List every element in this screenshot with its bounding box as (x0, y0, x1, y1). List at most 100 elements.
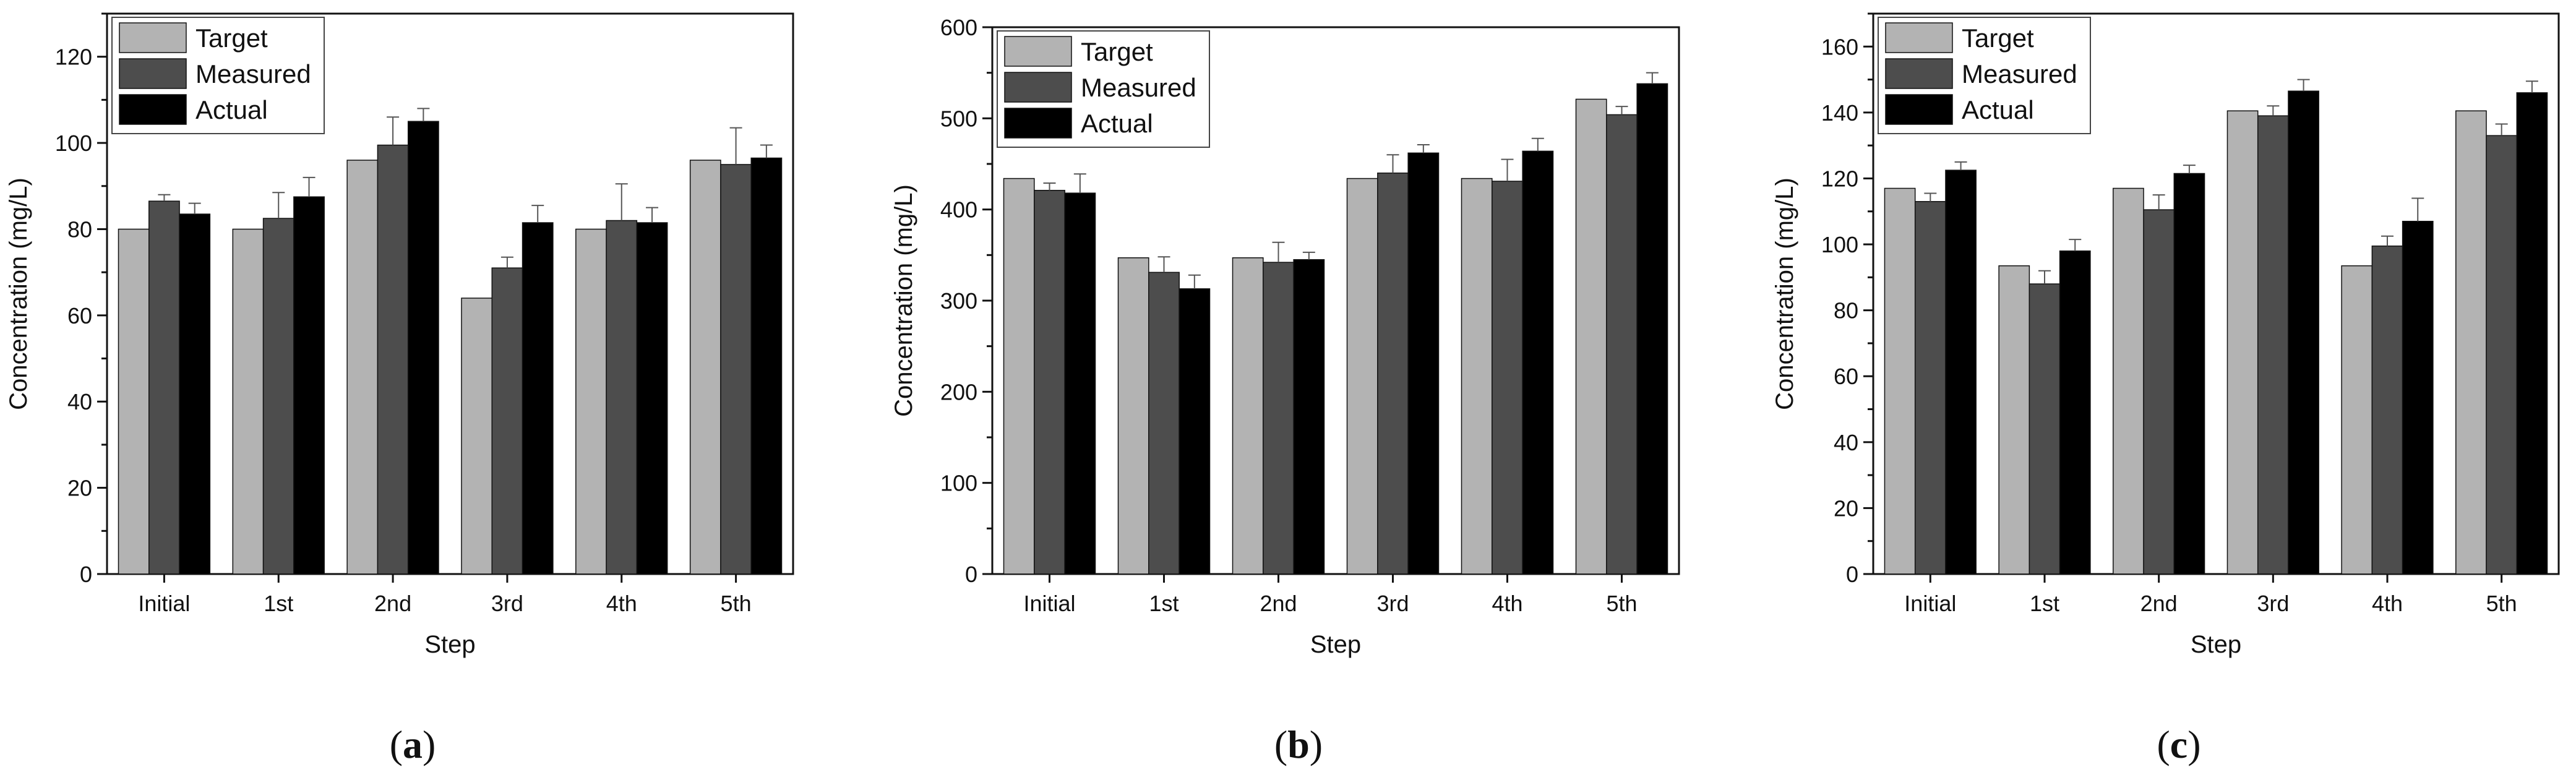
bar-target-1st (1998, 265, 2030, 575)
y-tick-label: 120 (1821, 166, 1858, 191)
bar-target-initial (118, 228, 150, 575)
y-axis-title: Concentration (mg/L) (890, 184, 917, 417)
y-tick-label: 60 (1834, 364, 1858, 389)
bar-target-3rd (2226, 110, 2259, 575)
bar-target-initial (1003, 178, 1035, 575)
bar-target-2nd (2113, 187, 2144, 575)
y-tick-label: 120 (55, 45, 92, 70)
x-tick-label: 4th (1492, 591, 1522, 616)
legend-label-target: Target (195, 24, 268, 53)
bar-actual-2nd (2173, 173, 2205, 575)
bar-measured-3rd (2257, 115, 2289, 575)
x-tick-label: Initial (1904, 591, 1956, 616)
plot-frame (1872, 12, 2560, 575)
plot-frame (106, 12, 794, 575)
bar-actual-3rd (522, 222, 554, 575)
legend-swatch-measured (1004, 72, 1072, 103)
panel-caption-letter: b (1287, 722, 1310, 766)
bar-actual-5th (750, 157, 783, 575)
bar-actual-5th (1636, 83, 1668, 575)
legend-swatch-actual (119, 94, 187, 125)
bar-actual-1st (1179, 288, 1211, 575)
x-axis-title: Step (424, 631, 475, 658)
x-axis-title: Step (2191, 631, 2241, 658)
bar-actual-3rd (1407, 152, 1440, 575)
legend-label-target: Target (1081, 37, 1153, 66)
bar-actual-3rd (2288, 90, 2319, 575)
bar-measured-initial (1034, 189, 1065, 575)
legend-swatch-measured (1885, 58, 1953, 89)
bar-actual-2nd (1293, 259, 1325, 575)
legend-label-measured: Measured (1962, 59, 2077, 88)
x-tick-label: 5th (721, 591, 752, 616)
bar-actual-4th (1522, 150, 1554, 575)
bar-actual-4th (636, 222, 668, 575)
x-tick-label: 1st (264, 591, 293, 616)
y-tick-label: 20 (67, 476, 92, 501)
x-tick-label: 3rd (1376, 591, 1409, 616)
panel-caption: (c) (2157, 722, 2200, 766)
legend-swatch-actual (1885, 94, 1953, 125)
y-tick-label: 0 (80, 562, 92, 587)
y-tick-label: 20 (1834, 495, 1858, 521)
x-axis-title: Step (1310, 631, 1361, 658)
legend-swatch-measured (119, 58, 187, 89)
chart-panel-c: 0 20 40 60 80 100 120 140 160 Initial 1st 2nd 3rd 4th… (1771, 12, 2560, 766)
panel-caption-letter: a (403, 722, 423, 766)
x-tick-label: 5th (2486, 591, 2517, 616)
bar-measured-initial (148, 200, 180, 575)
legend-swatch-actual (1004, 108, 1072, 139)
bar-actual-initial (1945, 169, 1977, 575)
bar-target-4th (2341, 265, 2373, 575)
bar-target-5th (2455, 110, 2487, 575)
bar-measured-4th (1492, 181, 1523, 575)
bar-actual-5th (2516, 92, 2548, 575)
y-tick-label: 0 (965, 562, 977, 587)
panel-caption-letter: c (2170, 722, 2187, 766)
legend-swatch-target (119, 22, 187, 53)
bar-measured-4th (606, 220, 638, 575)
x-tick-label: 4th (2372, 591, 2403, 616)
chart-panel-a: 0 20 40 60 80 100 120 Initial 1st 2nd 3rd 4th 5th Ste… (5, 12, 794, 766)
x-tick-label: 1st (1149, 591, 1179, 616)
y-tick-label: 80 (1834, 298, 1858, 324)
bar-target-1st (232, 228, 264, 575)
y-tick-label: 400 (940, 197, 977, 223)
bar-measured-5th (2486, 135, 2518, 575)
bar-actual-1st (293, 196, 325, 575)
x-tick-label: Initial (1023, 591, 1075, 616)
y-tick-label: 100 (940, 471, 977, 496)
bar-measured-4th (2371, 245, 2403, 575)
legend-label-measured: Measured (195, 59, 311, 88)
x-tick-label: 3rd (491, 591, 523, 616)
y-tick-label: 100 (55, 131, 92, 156)
x-tick-label: 1st (2030, 591, 2059, 616)
y-tick-label: 200 (940, 379, 977, 405)
bar-target-4th (575, 228, 607, 575)
x-tick-label: 2nd (374, 591, 411, 616)
bar-actual-1st (2059, 250, 2091, 575)
y-tick-label: 100 (1821, 232, 1858, 257)
y-tick-label: 40 (1834, 430, 1858, 455)
legend-swatch-target (1004, 36, 1072, 67)
x-tick-label: 4th (606, 591, 637, 616)
bar-measured-3rd (491, 267, 523, 575)
y-tick-label: 0 (1846, 562, 1858, 587)
legend-swatch-target (1885, 22, 1953, 53)
bar-actual-2nd (407, 121, 439, 575)
y-tick-label: 600 (940, 15, 977, 40)
bar-actual-initial (179, 213, 211, 575)
bar-measured-1st (2029, 283, 2061, 575)
panel-caption: (a) (390, 722, 436, 766)
bar-target-3rd (1346, 178, 1378, 575)
bar-target-2nd (1232, 257, 1264, 575)
y-tick-label: 80 (67, 216, 92, 242)
bar-actual-initial (1064, 192, 1096, 575)
bar-target-5th (1575, 98, 1607, 575)
y-axis-title: Concentration (mg/L) (5, 178, 32, 410)
x-tick-label: 2nd (1260, 591, 1297, 616)
bar-measured-3rd (1377, 172, 1409, 575)
bar-target-4th (1461, 178, 1493, 575)
bar-target-1st (1117, 257, 1149, 575)
bar-measured-2nd (377, 144, 409, 575)
